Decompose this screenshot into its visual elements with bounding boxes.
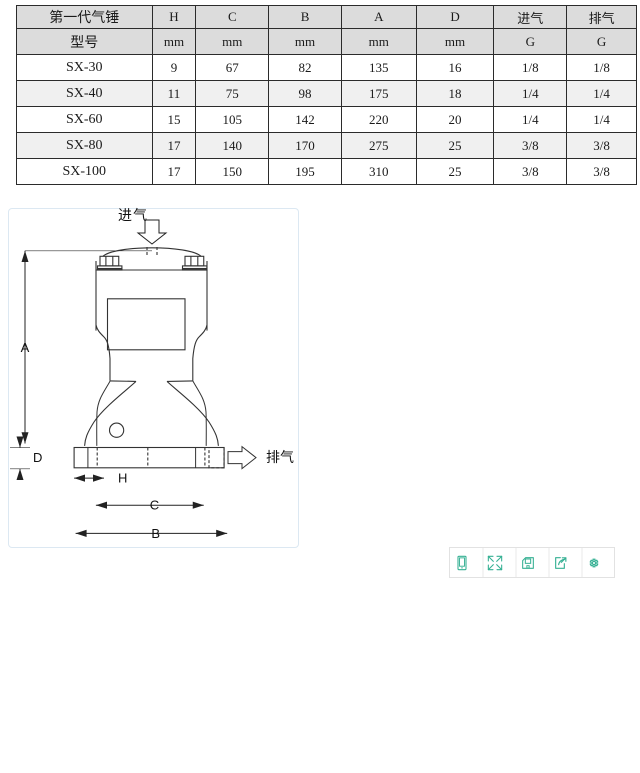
svg-text:A: A <box>21 340 30 355</box>
svg-text:D: D <box>33 450 42 465</box>
svg-text:C: C <box>150 498 159 513</box>
svg-text:排气: 排气 <box>266 449 294 465</box>
svg-text:B: B <box>151 526 160 541</box>
svg-text:H: H <box>118 471 127 486</box>
